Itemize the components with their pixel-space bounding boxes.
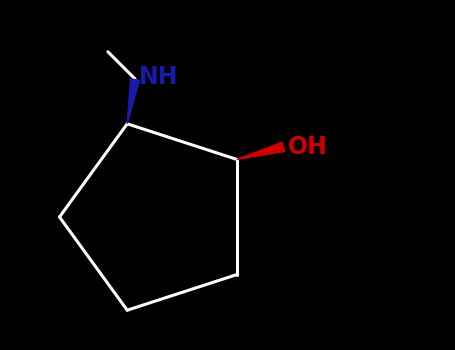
Polygon shape (237, 141, 286, 160)
Text: NH: NH (139, 65, 178, 89)
Text: OH: OH (288, 135, 328, 159)
Polygon shape (126, 78, 140, 124)
